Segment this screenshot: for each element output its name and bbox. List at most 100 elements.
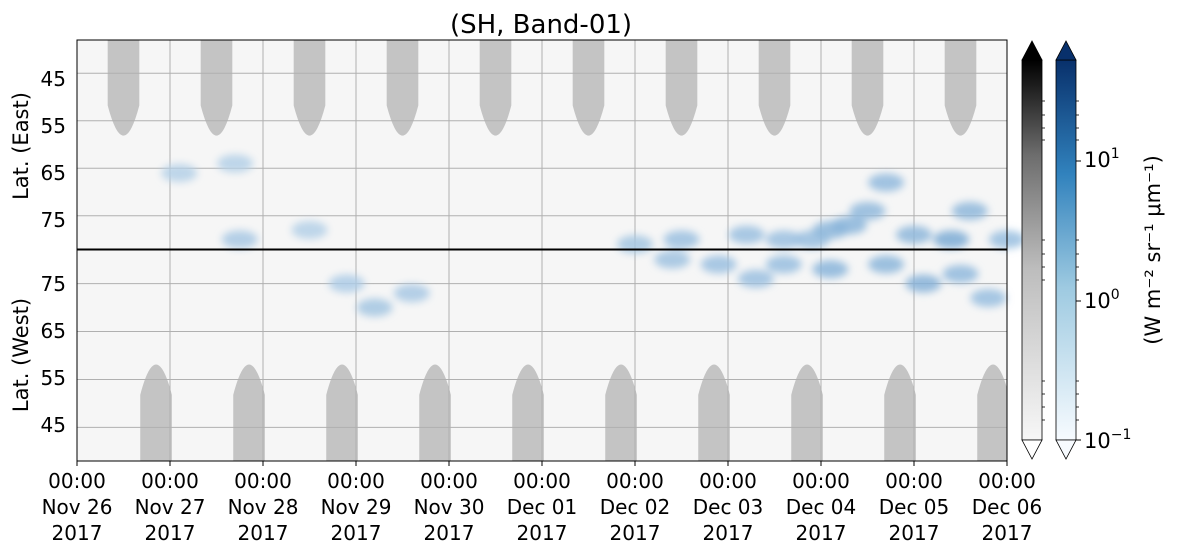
- signal-blob: [830, 216, 867, 235]
- daylight-band-east: [107, 40, 140, 136]
- daylight-band-east: [665, 40, 698, 136]
- daylight-band-west: [140, 364, 172, 461]
- daylight-band-west: [326, 364, 358, 461]
- xtick-label: 00:00: [327, 469, 385, 493]
- ytick-west-55: 55: [41, 366, 66, 390]
- xtick-label: 2017: [610, 521, 661, 545]
- daylight-band-west: [791, 364, 823, 461]
- xtick-label: Nov 27: [135, 495, 206, 519]
- xtick-label: Dec 04: [786, 495, 857, 519]
- xtick-label: 00:00: [234, 469, 292, 493]
- ytick-west-75: 75: [41, 272, 66, 296]
- xtick-label: Dec 03: [693, 495, 764, 519]
- ytick-west-65: 65: [41, 319, 66, 343]
- ytick-east-65: 65: [41, 161, 66, 185]
- signal-blob: [393, 284, 430, 303]
- colorbar-label: (W m⁻² sr⁻¹ μm⁻¹): [1141, 155, 1165, 345]
- xtick-label: 00:00: [699, 469, 757, 493]
- signal-blob: [868, 173, 905, 192]
- chart-title: (SH, Band-01): [450, 10, 632, 40]
- signal-blob: [765, 230, 802, 249]
- xtick-label: Dec 05: [879, 495, 950, 519]
- xtick-label: 00:00: [513, 469, 571, 493]
- daylight-band-west: [698, 364, 730, 461]
- signal-blob: [700, 255, 737, 274]
- bands-east: [107, 40, 977, 136]
- xtick-label: 2017: [424, 521, 475, 545]
- daylight-band-west: [233, 364, 265, 461]
- signal-blob: [951, 202, 988, 220]
- signal-blob: [217, 154, 254, 173]
- daylight-band-east: [851, 40, 884, 136]
- colorbar-blue-extend-bottom: [1055, 439, 1077, 460]
- signal-blob: [356, 298, 393, 317]
- daylight-band-east: [572, 40, 605, 136]
- xtick-label: 00:00: [606, 469, 664, 493]
- signal-blob: [812, 260, 849, 279]
- xtick-label: Nov 29: [321, 495, 392, 519]
- xtick-label: 2017: [889, 521, 940, 545]
- colorbar-blue-extend-top: [1055, 40, 1077, 61]
- colorbar-gray-extend-bottom: [1021, 439, 1043, 460]
- daylight-band-west: [605, 364, 637, 461]
- xtick-label: 00:00: [420, 469, 478, 493]
- signal-blob: [896, 225, 932, 244]
- daylight-band-west: [419, 364, 451, 461]
- daylight-band-east: [293, 40, 326, 136]
- daylight-band-east: [200, 40, 233, 136]
- cbtick-label-10-neg1: 10−1: [1084, 427, 1131, 453]
- signal-blob: [933, 230, 970, 249]
- xtick-label: 00:00: [885, 469, 943, 493]
- signal-blob: [654, 250, 691, 269]
- daylight-band-west: [977, 364, 1007, 461]
- cbtick-label-10-0: 100: [1084, 287, 1120, 313]
- xtick-label: Nov 28: [228, 495, 299, 519]
- ytick-west-45: 45: [41, 413, 66, 437]
- signal-blob: [221, 230, 258, 249]
- signal-blob: [849, 202, 886, 220]
- gridlines: [77, 40, 1007, 461]
- ylabel-west: Lat. (West): [9, 298, 33, 412]
- colorbar-gray-extend-top: [1021, 40, 1043, 61]
- bands-west: [140, 364, 1007, 461]
- xtick-label: 2017: [145, 521, 196, 545]
- xtick-label: 00:00: [48, 469, 106, 493]
- daylight-band-east: [479, 40, 512, 136]
- xtick-label: 2017: [52, 521, 103, 545]
- signal-blob: [328, 274, 365, 293]
- xtick-label: Nov 30: [414, 495, 485, 519]
- xtick-label: 00:00: [141, 469, 199, 493]
- xtick-label: Dec 06: [972, 495, 1043, 519]
- signal-blob: [765, 255, 802, 274]
- xtick-label: 2017: [238, 521, 289, 545]
- signal-blob: [868, 255, 905, 274]
- cbtick-label-10-1: 101: [1084, 146, 1120, 172]
- blue-signal: [161, 154, 1025, 317]
- xtick-label: 00:00: [978, 469, 1036, 493]
- xtick-label: Dec 02: [600, 495, 671, 519]
- signal-blob: [728, 225, 765, 244]
- daylight-band-west: [884, 364, 916, 461]
- signal-blob: [663, 230, 700, 249]
- xtick-label: 2017: [703, 521, 754, 545]
- xtick-label: 2017: [796, 521, 847, 545]
- signal-blob: [737, 269, 774, 288]
- signal-blob: [291, 221, 328, 239]
- ytick-east-45: 45: [41, 67, 66, 91]
- ytick-east-55: 55: [41, 114, 66, 138]
- ytick-east-75: 75: [41, 208, 66, 232]
- daylight-band-east: [386, 40, 419, 136]
- signal-blob: [617, 235, 653, 254]
- xtick-label: Dec 01: [507, 495, 578, 519]
- xtick-label: 00:00: [792, 469, 850, 493]
- signal-blob: [970, 288, 1007, 307]
- signal-blob: [942, 264, 979, 283]
- xtick-label: 2017: [982, 521, 1033, 545]
- colorbar-blue: [1055, 40, 1077, 460]
- daylight-band-east: [758, 40, 791, 136]
- colorbar-gray: [1021, 40, 1043, 460]
- signal-blob: [905, 274, 942, 293]
- daylight-band-west: [512, 364, 544, 461]
